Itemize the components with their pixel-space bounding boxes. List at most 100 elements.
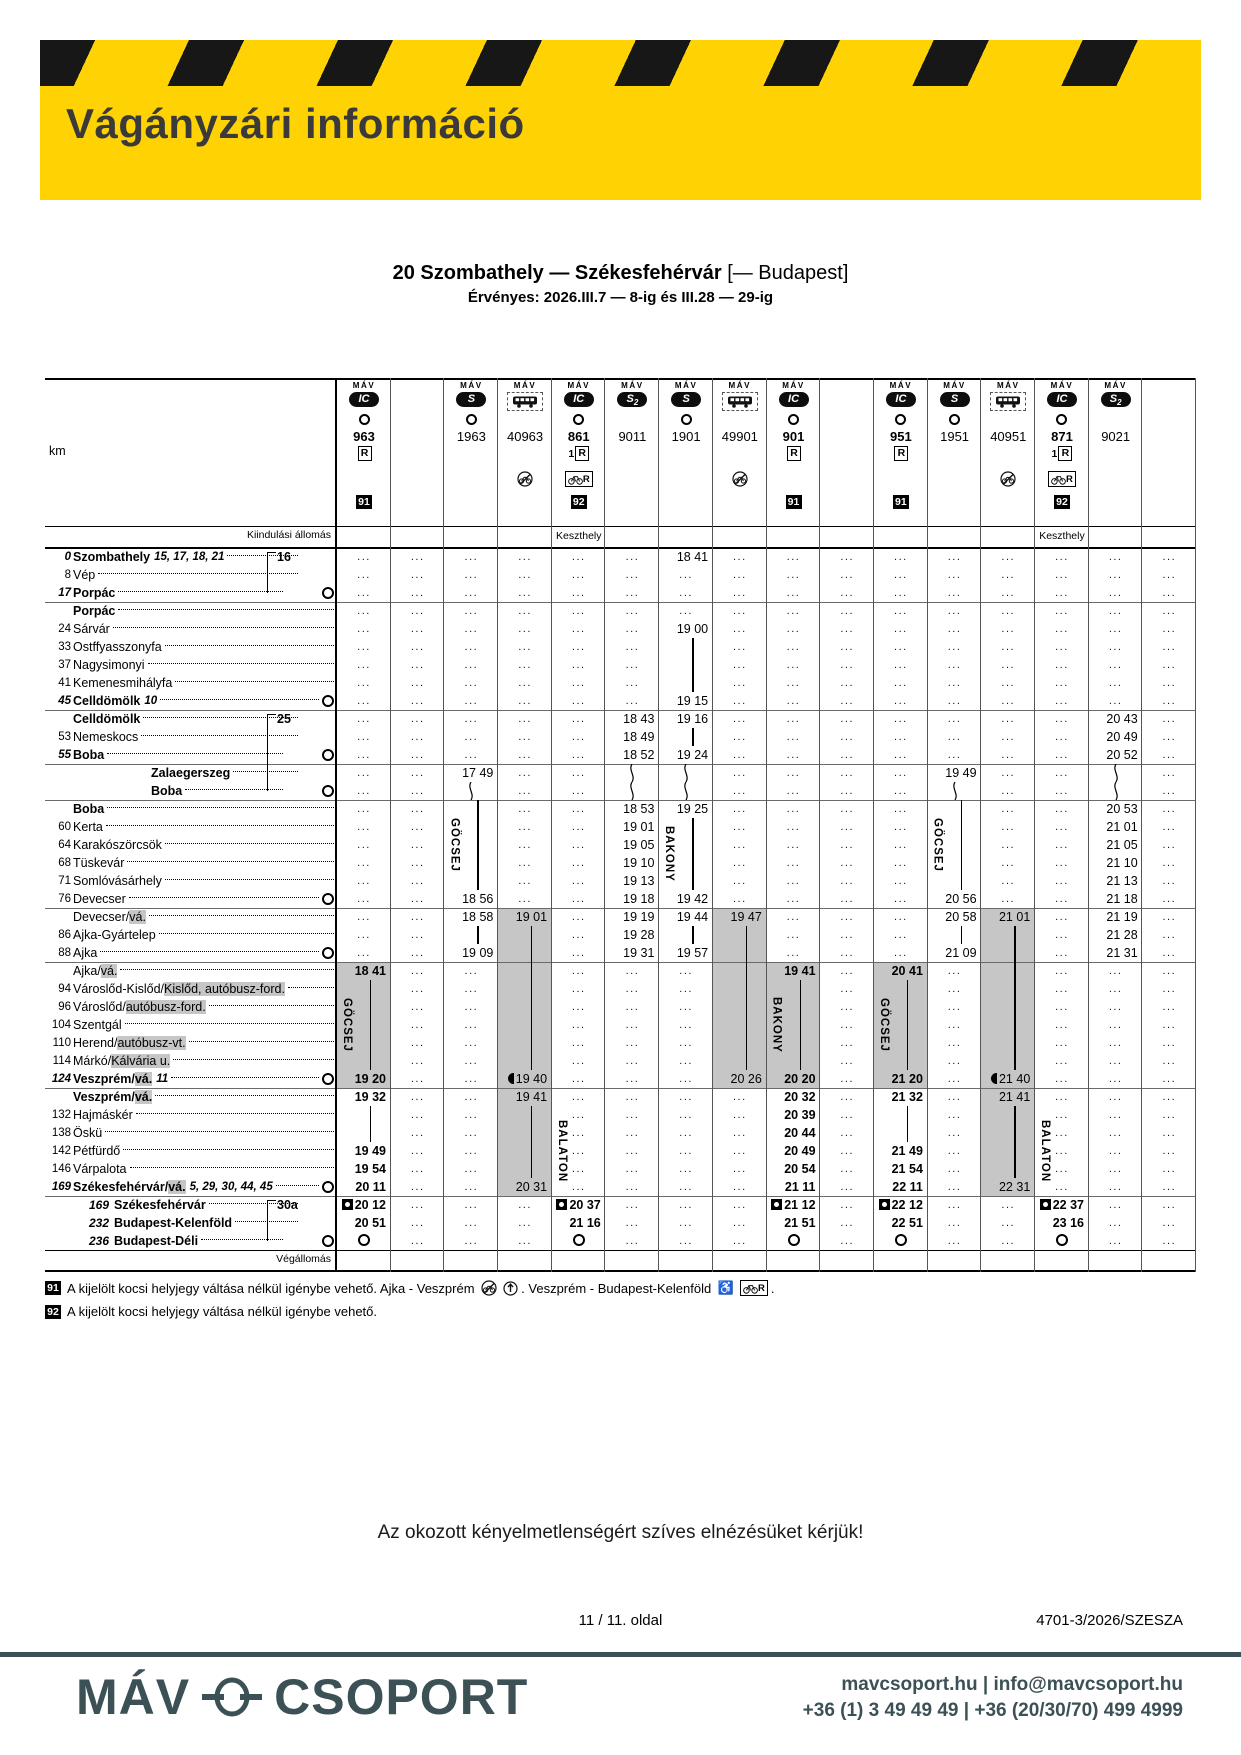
- time-cell: ...: [571, 749, 586, 761]
- km-value: 68: [58, 857, 71, 869]
- train-type-icon: S: [444, 392, 498, 407]
- station-name: Nagysimonyi: [73, 658, 145, 672]
- time-cell: ...: [1055, 767, 1069, 779]
- closure-shading: [873, 962, 928, 1088]
- time-cell: ...: [357, 569, 371, 581]
- station-name: Pétfürdő: [73, 1144, 121, 1158]
- time-cell: ...: [518, 569, 532, 581]
- time-cell: ...: [410, 767, 425, 779]
- time-cell: ...: [1055, 1145, 1069, 1157]
- time-cell: ...: [947, 1199, 962, 1211]
- time-cell: ...: [947, 569, 962, 581]
- time-cell: ...: [1108, 1217, 1123, 1229]
- route-line: [906, 1016, 909, 1034]
- time-cell: 19 40: [498, 1070, 552, 1088]
- time-cell: ...: [1108, 1145, 1123, 1157]
- time-cell: ...: [947, 749, 962, 761]
- time-cell: ...: [357, 605, 371, 617]
- station-row: 114 Márkó/Kálvária u.: [45, 1052, 337, 1070]
- time-cell: ...: [840, 965, 855, 977]
- time-cell: ...: [571, 911, 586, 923]
- time-cell: ...: [410, 623, 425, 635]
- train-column-header: MÁV S 1951: [928, 378, 982, 526]
- time-cell: ...: [571, 1109, 586, 1121]
- time-cell: ...: [786, 605, 801, 617]
- route-line: [960, 836, 962, 854]
- station-name: Celldömölk: [73, 712, 141, 726]
- time-cell: ...: [786, 839, 801, 851]
- time-cell: ...: [518, 659, 532, 671]
- time-cell: ...: [1108, 983, 1123, 995]
- time-cell: ...: [732, 659, 747, 671]
- half-circle-icon: [507, 1073, 514, 1084]
- time-cell: 18 53: [623, 802, 655, 816]
- time-cell: ...: [464, 1217, 479, 1229]
- footnote-reference-badge: 92: [1035, 495, 1089, 509]
- time-cell: ...: [410, 659, 425, 671]
- time-cell: ...: [357, 641, 371, 653]
- route-line: [531, 998, 533, 1016]
- train-name-label: BALATON: [1038, 1119, 1051, 1183]
- reservation-marker: R: [874, 446, 928, 461]
- time-cell: ...: [464, 1091, 479, 1103]
- intercity-logo-icon: IC: [349, 392, 379, 407]
- time-cell: ...: [1001, 551, 1016, 563]
- time-cell: ...: [947, 587, 962, 599]
- time-cell: ...: [410, 731, 425, 743]
- time-cell: 19 41: [515, 1090, 548, 1104]
- time-cell: ...: [679, 1001, 693, 1013]
- route-line: [745, 944, 748, 962]
- time-cell: ...: [840, 749, 855, 761]
- time-cell: ...: [464, 1127, 479, 1139]
- station-circle-marker: [322, 785, 334, 797]
- time-cell: ...: [625, 1001, 640, 1013]
- time-cell: ...: [840, 1109, 855, 1121]
- km-value: 24: [58, 623, 71, 635]
- time-cell: 19 44: [676, 910, 709, 924]
- terminus-circle-marker: [572, 1234, 585, 1246]
- time-cell: 19 18: [623, 892, 655, 906]
- train-number: 49901: [721, 429, 758, 444]
- time-cell: ...: [894, 767, 908, 779]
- time-cell: ...: [410, 983, 425, 995]
- time-cell: ...: [679, 965, 693, 977]
- time-cell: [337, 1232, 391, 1250]
- no-bicycle-icon: [498, 471, 552, 487]
- time-cell: ...: [518, 1235, 532, 1247]
- station-row: Devecser/vá.: [45, 908, 337, 926]
- time-cell: ...: [840, 1037, 855, 1049]
- time-cell: ...: [1162, 587, 1177, 599]
- time-cell: ...: [786, 749, 801, 761]
- time-cell: ...: [840, 677, 855, 689]
- terminus-circle-marker: [1055, 1234, 1068, 1246]
- station-name: Sárvár: [73, 622, 110, 636]
- operator-label: MÁV: [1050, 381, 1074, 390]
- route-line: [1014, 962, 1016, 980]
- station-row: 96 Városlőd/autóbusz-ford.: [45, 998, 337, 1016]
- reservation-marker: R: [767, 446, 821, 461]
- station-circle-marker: [322, 749, 334, 761]
- time-cell: ...: [1055, 713, 1069, 725]
- route-line: [799, 1034, 801, 1052]
- station-name: Budapest-Déli: [114, 1234, 199, 1248]
- route-line: [692, 872, 694, 890]
- no-bicycle-icon: [713, 471, 767, 487]
- station-name: Zalaegerszeg: [151, 766, 231, 780]
- time-cell: ...: [1108, 1091, 1123, 1103]
- time-cell: 20 11: [355, 1180, 386, 1194]
- time-cell: ...: [947, 659, 962, 671]
- time-cell: ...: [518, 875, 532, 887]
- origin-station: Keszthely: [555, 530, 602, 542]
- time-cell: ...: [464, 749, 479, 761]
- time-cell: ...: [1162, 767, 1177, 779]
- time-cell: ...: [464, 623, 479, 635]
- time-cell: ...: [1108, 1037, 1123, 1049]
- time-cell: ...: [357, 803, 371, 815]
- time-cell: ...: [679, 1019, 693, 1031]
- time-cell: ...: [625, 1127, 640, 1139]
- time-cell: ...: [947, 623, 962, 635]
- column-divider: [926, 378, 928, 1272]
- time-cell: ...: [679, 1181, 693, 1193]
- time-cell: ...: [410, 1019, 425, 1031]
- time-cell: 21 40: [981, 1070, 1035, 1088]
